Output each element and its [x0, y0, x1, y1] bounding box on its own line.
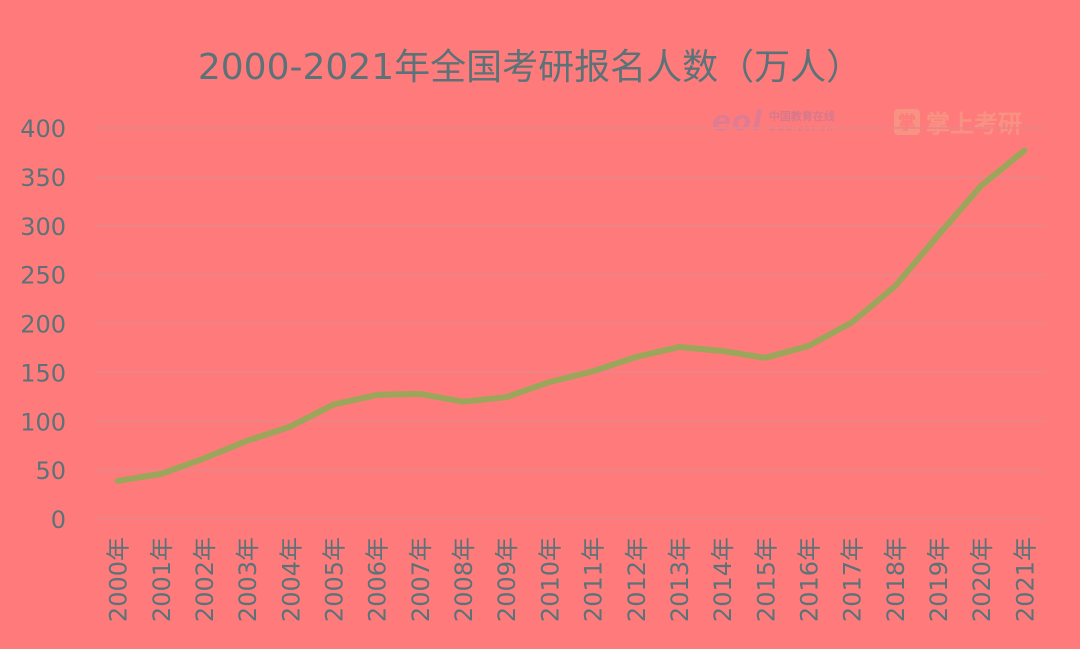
- x-tick-label: 2018年: [882, 537, 910, 622]
- x-tick-label: 2004年: [277, 537, 305, 622]
- x-tick-label: 2006年: [364, 537, 392, 622]
- y-tick-label: 300: [20, 213, 66, 241]
- x-tick-label: 2008年: [450, 537, 478, 622]
- x-tick-label: 2007年: [407, 537, 435, 622]
- x-tick-label: 2010年: [536, 537, 564, 622]
- x-tick-label: 2017年: [839, 537, 867, 622]
- chart-title: 2000-2021年全国考研报名人数（万人）: [197, 47, 863, 88]
- y-tick-label: 350: [20, 164, 66, 192]
- x-tick-label: 2009年: [493, 537, 521, 622]
- y-tick-label: 50: [35, 457, 66, 485]
- x-tick-label: 2020年: [968, 537, 996, 622]
- x-tick-label: 2005年: [321, 537, 349, 622]
- x-tick-label: 2003年: [234, 537, 262, 622]
- x-tick-label: 2013年: [666, 537, 694, 622]
- y-tick-label: 200: [20, 311, 66, 339]
- x-tick-label: 2016年: [796, 537, 824, 622]
- y-tick-label: 100: [20, 408, 66, 436]
- eol-logo: eol: [712, 104, 763, 137]
- x-tick-label: 2002年: [191, 537, 219, 622]
- x-tick-label: 2014年: [709, 537, 737, 622]
- y-tick-label: 400: [20, 115, 66, 143]
- y-tick-label: 0: [51, 506, 66, 534]
- x-tick-label: 2015年: [752, 537, 780, 622]
- y-tick-label: 250: [20, 262, 66, 290]
- eol-cn-text: 中国教育在线: [768, 110, 835, 123]
- x-tick-label: 2019年: [925, 537, 953, 622]
- series-line: [114, 147, 1028, 484]
- x-tick-label: 2021年: [1011, 537, 1039, 622]
- x-tick-label: 2001年: [148, 537, 176, 622]
- x-tick-label: 2000年: [105, 537, 133, 622]
- y-tick-label: 150: [20, 359, 66, 387]
- x-tick-label: 2012年: [623, 537, 651, 622]
- x-tick-label: 2011年: [580, 537, 608, 622]
- zsky-text: 掌上考研: [926, 110, 1022, 138]
